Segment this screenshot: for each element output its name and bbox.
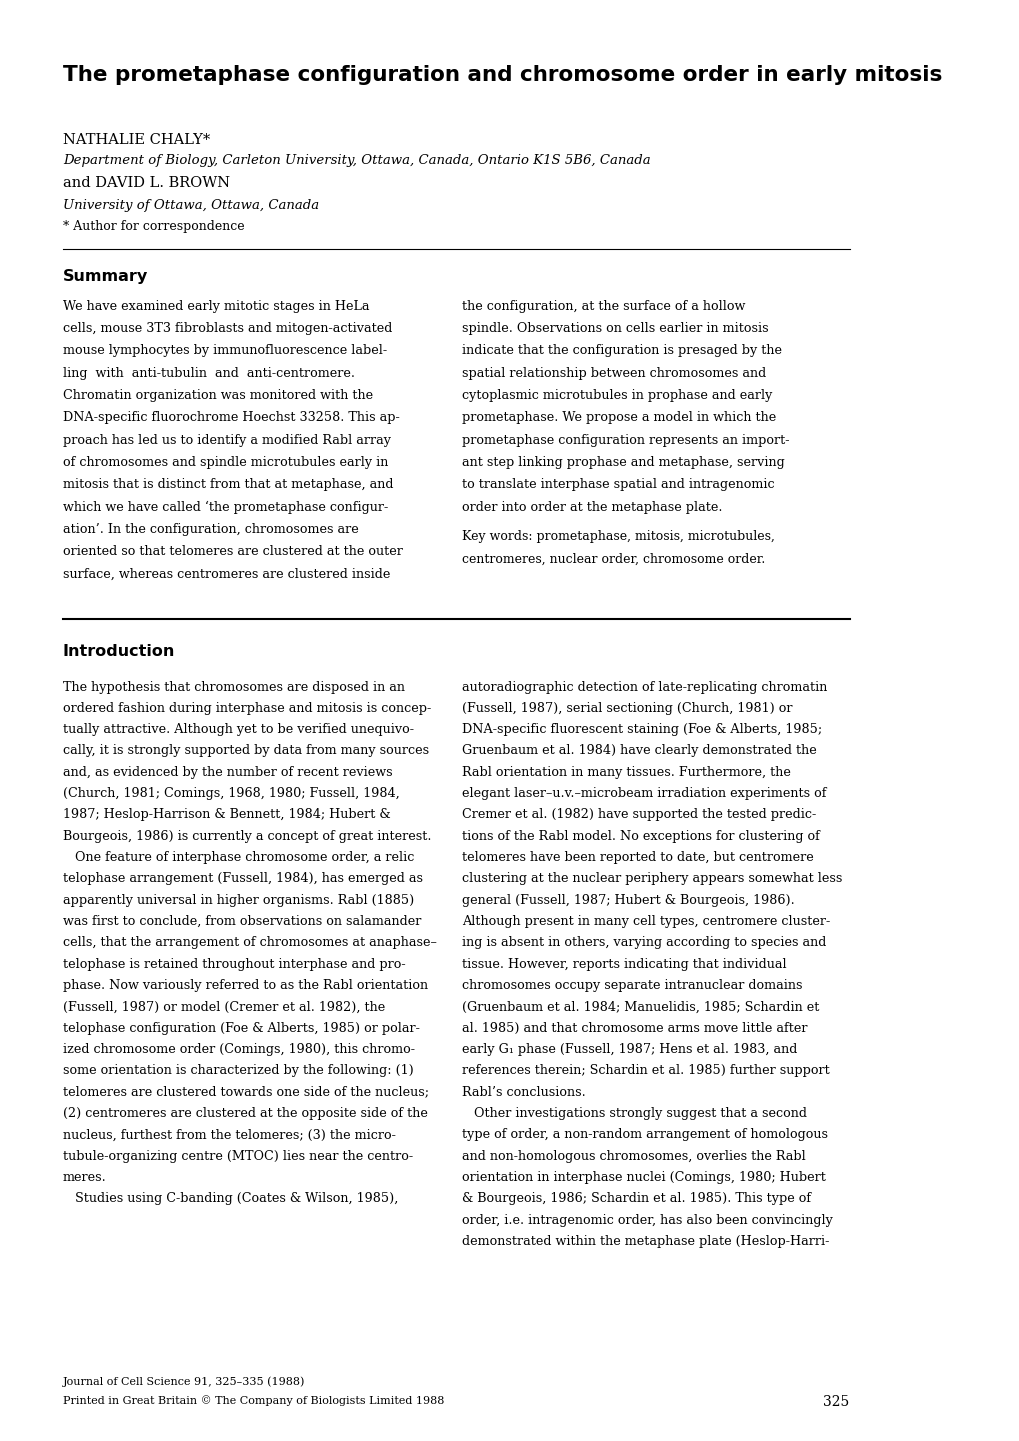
Text: ized chromosome order (Comings, 1980), this chromo-: ized chromosome order (Comings, 1980), t… <box>63 1043 415 1056</box>
Text: demonstrated within the metaphase plate (Heslop-Harri-: demonstrated within the metaphase plate … <box>462 1235 828 1248</box>
Text: telophase configuration (Foe & Alberts, 1985) or polar-: telophase configuration (Foe & Alberts, … <box>63 1022 420 1035</box>
Text: (Church, 1981; Comings, 1968, 1980; Fussell, 1984,: (Church, 1981; Comings, 1968, 1980; Fuss… <box>63 787 399 800</box>
Text: tually attractive. Although yet to be verified unequivo-: tually attractive. Although yet to be ve… <box>63 723 414 736</box>
Text: Journal of Cell Science 91, 325–335 (1988): Journal of Cell Science 91, 325–335 (198… <box>63 1376 305 1386</box>
Text: order, i.e. intragenomic order, has also been convincingly: order, i.e. intragenomic order, has also… <box>462 1213 832 1226</box>
Text: some orientation is characterized by the following: (1): some orientation is characterized by the… <box>63 1065 414 1078</box>
Text: autoradiographic detection of late-replicating chromatin: autoradiographic detection of late-repli… <box>462 680 826 693</box>
Text: cally, it is strongly supported by data from many sources: cally, it is strongly supported by data … <box>63 745 429 758</box>
Text: was first to conclude, from observations on salamander: was first to conclude, from observations… <box>63 915 421 928</box>
Text: Key words: prometaphase, mitosis, microtubules,: Key words: prometaphase, mitosis, microt… <box>462 530 773 543</box>
Text: 1987; Heslop-Harrison & Bennett, 1984; Hubert &: 1987; Heslop-Harrison & Bennett, 1984; H… <box>63 808 390 821</box>
Text: centromeres, nuclear order, chromosome order.: centromeres, nuclear order, chromosome o… <box>462 552 764 566</box>
Text: which we have called ‘the prometaphase configur-: which we have called ‘the prometaphase c… <box>63 500 388 514</box>
Text: mouse lymphocytes by immunofluorescence label-: mouse lymphocytes by immunofluorescence … <box>63 344 386 357</box>
Text: proach has led us to identify a modified Rabl array: proach has led us to identify a modified… <box>63 434 390 447</box>
Text: ation’. In the configuration, chromosomes are: ation’. In the configuration, chromosome… <box>63 523 359 536</box>
Text: clustering at the nuclear periphery appears somewhat less: clustering at the nuclear periphery appe… <box>462 872 841 885</box>
Text: Bourgeois, 1986) is currently a concept of great interest.: Bourgeois, 1986) is currently a concept … <box>63 830 431 843</box>
Text: tubule-organizing centre (MTOC) lies near the centro-: tubule-organizing centre (MTOC) lies nea… <box>63 1150 413 1163</box>
Text: elegant laser–u.v.–microbeam irradiation experiments of: elegant laser–u.v.–microbeam irradiation… <box>462 787 825 800</box>
Text: Although present in many cell types, centromere cluster-: Although present in many cell types, cen… <box>462 915 829 928</box>
Text: early G₁ phase (Fussell, 1987; Hens et al. 1983, and: early G₁ phase (Fussell, 1987; Hens et a… <box>462 1043 796 1056</box>
Text: * Author for correspondence: * Author for correspondence <box>63 220 245 233</box>
Text: Introduction: Introduction <box>63 644 175 660</box>
Text: ling  with  anti-tubulin  and  anti-centromere.: ling with anti-tubulin and anti-centrome… <box>63 367 355 380</box>
Text: (Fussell, 1987) or model (Cremer et al. 1982), the: (Fussell, 1987) or model (Cremer et al. … <box>63 1000 385 1013</box>
Text: references therein; Schardin et al. 1985) further support: references therein; Schardin et al. 1985… <box>462 1065 828 1078</box>
Text: spindle. Observations on cells earlier in mitosis: spindle. Observations on cells earlier i… <box>462 323 767 336</box>
Text: prometaphase. We propose a model in which the: prometaphase. We propose a model in whic… <box>462 412 775 425</box>
Text: University of Ottawa, Ottawa, Canada: University of Ottawa, Ottawa, Canada <box>63 199 319 212</box>
Text: order into order at the metaphase plate.: order into order at the metaphase plate. <box>462 500 721 514</box>
Text: cytoplasmic microtubules in prophase and early: cytoplasmic microtubules in prophase and… <box>462 389 771 402</box>
Text: One feature of interphase chromosome order, a relic: One feature of interphase chromosome ord… <box>63 852 414 865</box>
Text: (2) centromeres are clustered at the opposite side of the: (2) centromeres are clustered at the opp… <box>63 1107 427 1120</box>
Text: and non-homologous chromosomes, overlies the Rabl: and non-homologous chromosomes, overlies… <box>462 1150 805 1163</box>
Text: the configuration, at the surface of a hollow: the configuration, at the surface of a h… <box>462 300 744 313</box>
Text: of chromosomes and spindle microtubules early in: of chromosomes and spindle microtubules … <box>63 455 388 470</box>
Text: and, as evidenced by the number of recent reviews: and, as evidenced by the number of recen… <box>63 765 392 778</box>
Text: ing is absent in others, varying according to species and: ing is absent in others, varying accordi… <box>462 937 825 950</box>
Text: Chromatin organization was monitored with the: Chromatin organization was monitored wit… <box>63 389 373 402</box>
Text: (Fussell, 1987), serial sectioning (Church, 1981) or: (Fussell, 1987), serial sectioning (Chur… <box>462 702 792 715</box>
Text: 325: 325 <box>822 1395 849 1409</box>
Text: Summary: Summary <box>63 269 148 284</box>
Text: telophase is retained throughout interphase and pro-: telophase is retained throughout interph… <box>63 958 406 971</box>
Text: The prometaphase configuration and chromosome order in early mitosis: The prometaphase configuration and chrom… <box>63 65 942 85</box>
Text: cells, that the arrangement of chromosomes at anaphase–: cells, that the arrangement of chromosom… <box>63 937 436 950</box>
Text: tions of the Rabl model. No exceptions for clustering of: tions of the Rabl model. No exceptions f… <box>462 830 818 843</box>
Text: NATHALIE CHALY*: NATHALIE CHALY* <box>63 133 210 147</box>
Text: Rabl orientation in many tissues. Furthermore, the: Rabl orientation in many tissues. Furthe… <box>462 765 790 778</box>
Text: Studies using C-banding (Coates & Wilson, 1985),: Studies using C-banding (Coates & Wilson… <box>63 1192 398 1205</box>
Text: telophase arrangement (Fussell, 1984), has emerged as: telophase arrangement (Fussell, 1984), h… <box>63 872 423 885</box>
Text: surface, whereas centromeres are clustered inside: surface, whereas centromeres are cluster… <box>63 568 390 581</box>
Text: to translate interphase spatial and intragenomic: to translate interphase spatial and intr… <box>462 478 773 491</box>
Text: Department of Biology, Carleton University, Ottawa, Canada, Ontario K1S 5B6, Can: Department of Biology, Carleton Universi… <box>63 154 650 167</box>
Text: (Gruenbaum et al. 1984; Manuelidis, 1985; Schardin et: (Gruenbaum et al. 1984; Manuelidis, 1985… <box>462 1000 818 1013</box>
Text: Gruenbaum et al. 1984) have clearly demonstrated the: Gruenbaum et al. 1984) have clearly demo… <box>462 745 815 758</box>
Text: We have examined early mitotic stages in HeLa: We have examined early mitotic stages in… <box>63 300 369 313</box>
Text: al. 1985) and that chromosome arms move little after: al. 1985) and that chromosome arms move … <box>462 1022 806 1035</box>
Text: tissue. However, reports indicating that individual: tissue. However, reports indicating that… <box>462 958 786 971</box>
Text: orientation in interphase nuclei (Comings, 1980; Hubert: orientation in interphase nuclei (Coming… <box>462 1172 824 1185</box>
Text: Cremer et al. (1982) have supported the tested predic-: Cremer et al. (1982) have supported the … <box>462 808 815 821</box>
Text: DNA-specific fluorochrome Hoechst 33258. This ap-: DNA-specific fluorochrome Hoechst 33258.… <box>63 412 399 425</box>
Text: and DAVID L. BROWN: and DAVID L. BROWN <box>63 176 230 190</box>
Text: & Bourgeois, 1986; Schardin et al. 1985). This type of: & Bourgeois, 1986; Schardin et al. 1985)… <box>462 1192 810 1205</box>
Text: apparently universal in higher organisms. Rabl (1885): apparently universal in higher organisms… <box>63 893 414 906</box>
Text: oriented so that telomeres are clustered at the outer: oriented so that telomeres are clustered… <box>63 545 403 559</box>
Text: indicate that the configuration is presaged by the: indicate that the configuration is presa… <box>462 344 781 357</box>
Text: mitosis that is distinct from that at metaphase, and: mitosis that is distinct from that at me… <box>63 478 393 491</box>
Text: phase. Now variously referred to as the Rabl orientation: phase. Now variously referred to as the … <box>63 978 428 991</box>
Text: chromosomes occupy separate intranuclear domains: chromosomes occupy separate intranuclear… <box>462 978 801 991</box>
Text: meres.: meres. <box>63 1172 107 1185</box>
Text: Other investigations strongly suggest that a second: Other investigations strongly suggest th… <box>462 1107 806 1120</box>
Text: spatial relationship between chromosomes and: spatial relationship between chromosomes… <box>462 367 765 380</box>
Text: Printed in Great Britain © The Company of Biologists Limited 1988: Printed in Great Britain © The Company o… <box>63 1395 444 1405</box>
Text: DNA-specific fluorescent staining (Foe & Alberts, 1985;: DNA-specific fluorescent staining (Foe &… <box>462 723 821 736</box>
Text: type of order, a non-random arrangement of homologous: type of order, a non-random arrangement … <box>462 1128 826 1141</box>
Text: general (Fussell, 1987; Hubert & Bourgeois, 1986).: general (Fussell, 1987; Hubert & Bourgeo… <box>462 893 794 906</box>
Text: ant step linking prophase and metaphase, serving: ant step linking prophase and metaphase,… <box>462 455 784 470</box>
Text: telomeres are clustered towards one side of the nucleus;: telomeres are clustered towards one side… <box>63 1085 429 1098</box>
Text: prometaphase configuration represents an import-: prometaphase configuration represents an… <box>462 434 789 447</box>
Text: ordered fashion during interphase and mitosis is concep-: ordered fashion during interphase and mi… <box>63 702 431 715</box>
Text: nucleus, furthest from the telomeres; (3) the micro-: nucleus, furthest from the telomeres; (3… <box>63 1128 395 1141</box>
Text: cells, mouse 3T3 fibroblasts and mitogen-activated: cells, mouse 3T3 fibroblasts and mitogen… <box>63 323 392 336</box>
Text: telomeres have been reported to date, but centromere: telomeres have been reported to date, bu… <box>462 852 812 865</box>
Text: Rabl’s conclusions.: Rabl’s conclusions. <box>462 1085 585 1098</box>
Text: The hypothesis that chromosomes are disposed in an: The hypothesis that chromosomes are disp… <box>63 680 405 693</box>
